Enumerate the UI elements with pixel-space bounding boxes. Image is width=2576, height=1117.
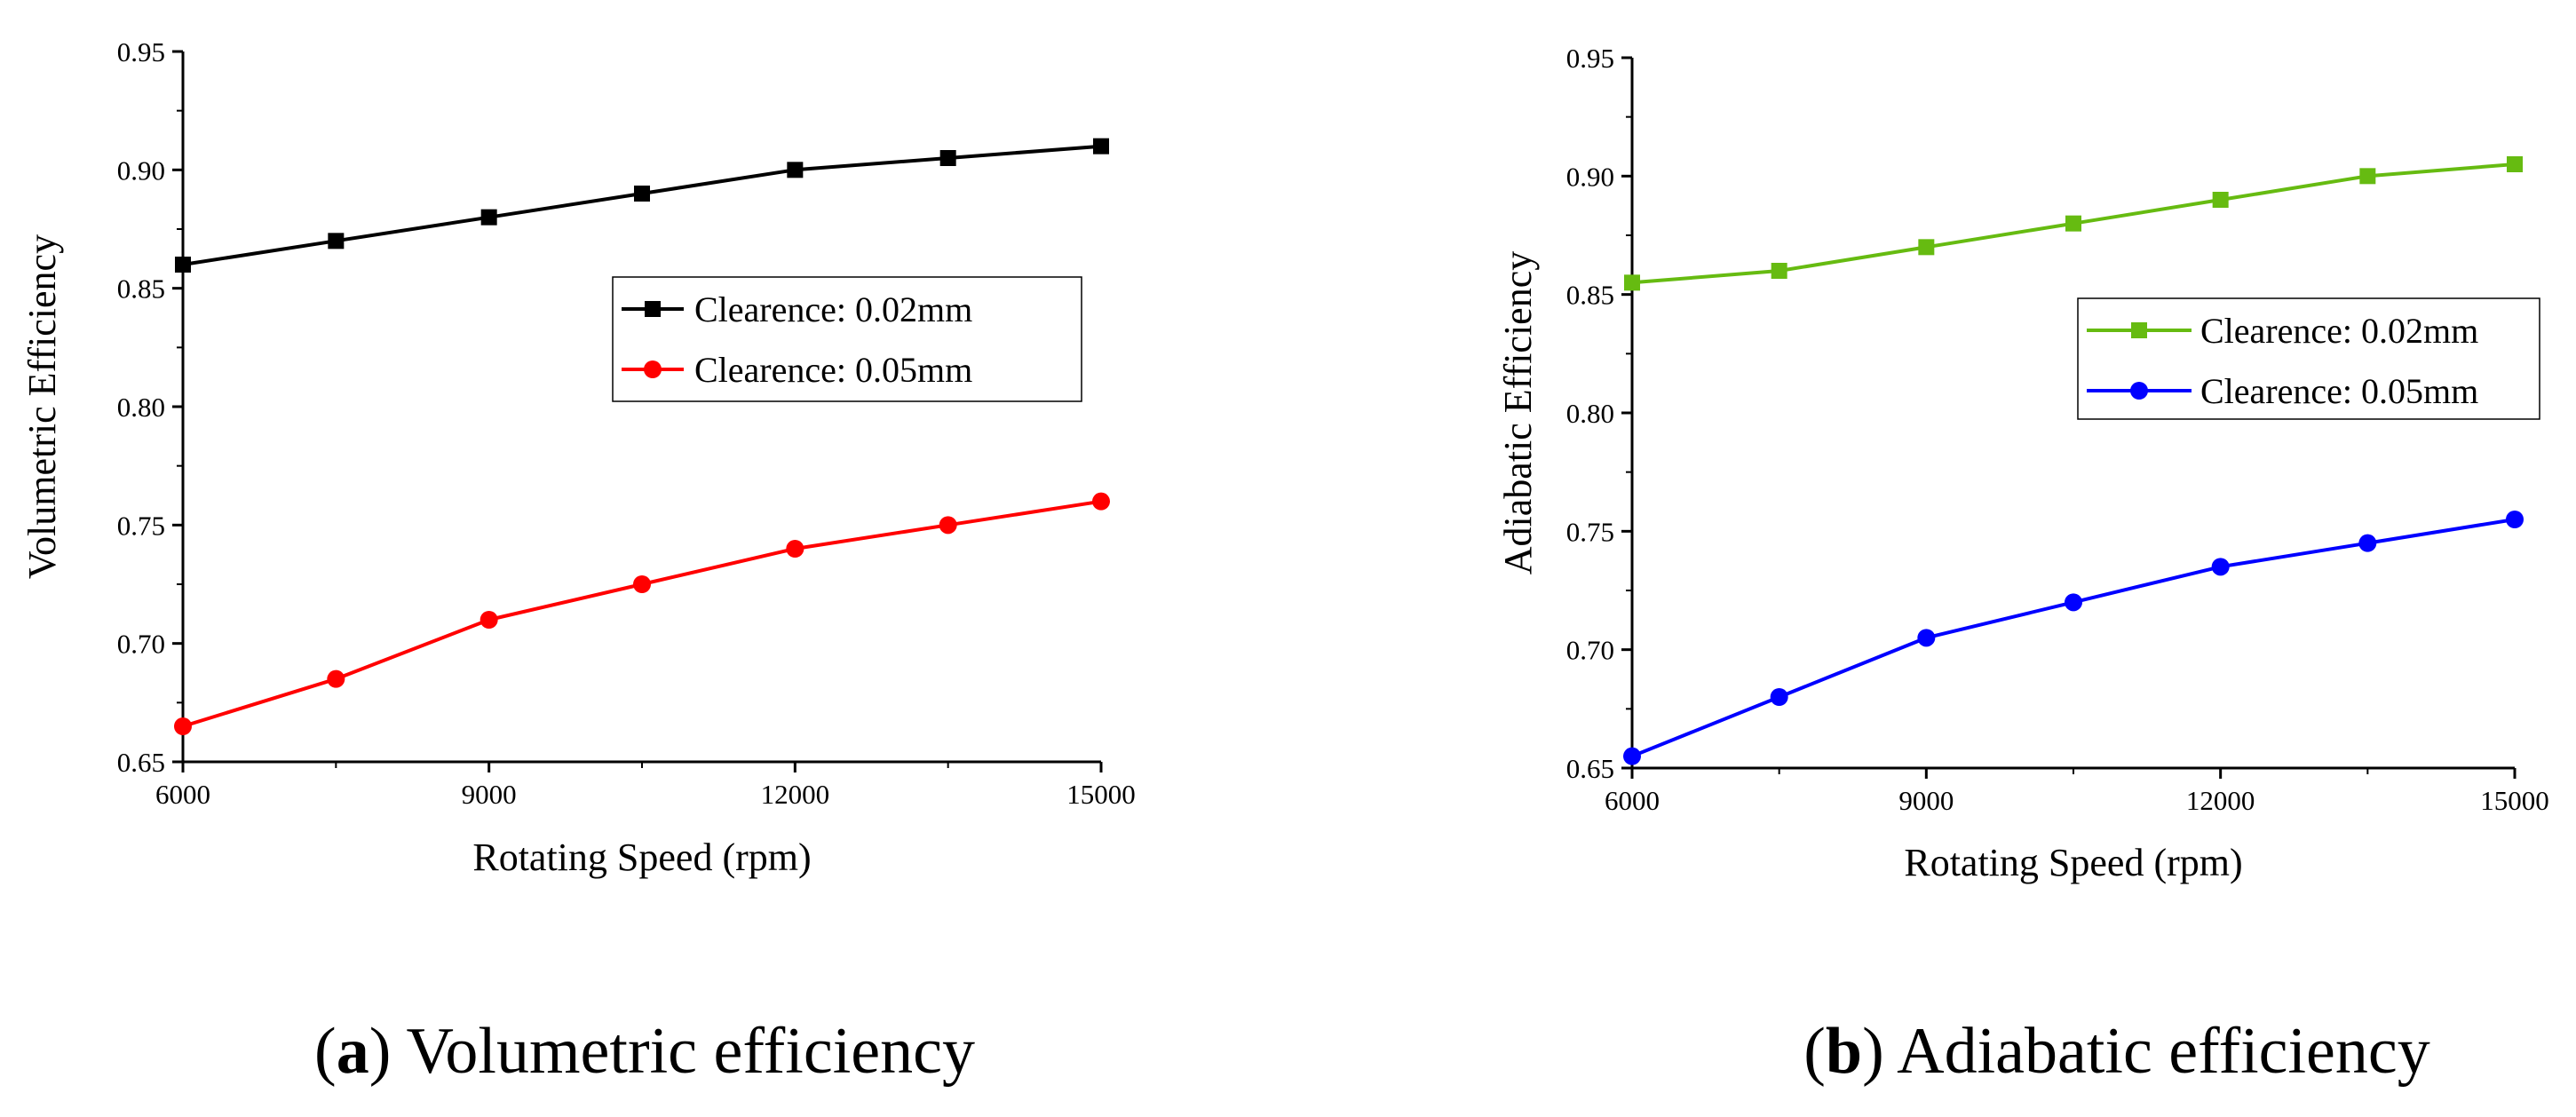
panel-b-legend: Clearence: 0.02mm Clearence: 0.05mm [2077, 297, 2540, 420]
panel-b-x-axis-label: Rotating Speed (rpm) [1904, 841, 2242, 884]
panel-a-caption-letter: a [337, 1015, 369, 1088]
panel-a: 0.65 0.70 0.75 0.80 0.85 0.90 0.95 6000 9000 120… [20, 36, 1136, 1088]
panel-b-y-tick-label: 0.95 [1566, 43, 1614, 74]
panel-a-y-tick-label: 0.80 [117, 392, 165, 423]
panel-a-y-ticks: 0.65 0.70 0.75 0.80 0.85 0.90 0.95 [117, 36, 183, 778]
panel-a-x-ticks: 6000 9000 12000 15000 [155, 762, 1136, 810]
panel-b-x-tick-label: 9000 [1898, 785, 1954, 816]
panel-b-x-tick-label: 15000 [2480, 785, 2549, 816]
panel-b-y-ticks: 0.65 0.70 0.75 0.80 0.85 0.90 0.95 [1566, 43, 1632, 784]
panel-b-series-2-point [1917, 629, 1936, 647]
panel-a-series-1-point [1093, 138, 1109, 154]
panel-b-series-2-line [1631, 518, 2516, 758]
panel-a-y-axis-label: Volumetric Efficiency [20, 234, 64, 579]
panel-b-series-1-point [2212, 192, 2229, 208]
panel-b-y-tick-label: 0.85 [1566, 280, 1614, 311]
panel-a-series-1-point [787, 162, 804, 178]
panel-a-series-2-point [786, 540, 805, 558]
panel-a-y-tick-label: 0.65 [117, 747, 165, 778]
panel-a-series-1-line [182, 144, 1102, 266]
panel-a-y-tick-label: 0.95 [117, 36, 165, 67]
panel-a-series-2-point [1092, 492, 1110, 511]
panel-b-series-1-point [1918, 239, 1935, 256]
panel-b-legend-label-2: Clearence: 0.05mm [2200, 371, 2478, 411]
panel-a-caption-text: Volumetric efficiency [391, 1015, 975, 1088]
panel-a-legend-label-2: Clearence: 0.05mm [694, 350, 972, 390]
panel-b-series-1-point [2065, 215, 2081, 232]
panel-b-series-layer [1623, 156, 2524, 765]
panel-a-series-2-point [633, 575, 651, 593]
panel-b-y-tick-label: 0.75 [1566, 516, 1614, 547]
panel-b-x-tick-label: 12000 [2186, 785, 2255, 816]
panel-b-y-tick-label: 0.70 [1566, 635, 1614, 666]
panel-b-series-1-point [1771, 263, 1787, 279]
panel-a-series-2-line [182, 499, 1102, 728]
panel-b-y-tick-label: 0.90 [1566, 161, 1614, 192]
panel-a-x-tick-label: 12000 [761, 779, 830, 810]
panel-a-y-tick-label: 0.70 [117, 629, 165, 660]
panel-b-legend-label-1: Clearence: 0.02mm [2200, 311, 2478, 351]
panel-a-y-tick-label: 0.75 [117, 510, 165, 541]
panel-b-series-2-point [1770, 688, 1788, 706]
panel-b-legend-marker-1 [2131, 322, 2147, 338]
panel-b-series-1-point [1624, 274, 1640, 291]
panel-b-x-ticks: 6000 9000 12000 15000 [1605, 768, 2549, 816]
panel-a-series-layer [174, 138, 1110, 735]
panel-a-legend-marker-2 [644, 360, 662, 378]
panel-b-y-tick-label: 0.65 [1566, 753, 1614, 784]
panel-a-series-1-point [480, 209, 497, 226]
panel-b-series-2-point [2358, 534, 2377, 552]
panel-a-x-tick-label: 9000 [462, 779, 517, 810]
panel-b-y-axis-label: Adiabatic Efficiency [1496, 251, 1540, 574]
panel-a-legend-marker-1 [645, 301, 661, 317]
panel-a-legend: Clearence: 0.02mm Clearence: 0.05mm [612, 276, 1082, 402]
panel-a-series-1-point [175, 257, 191, 273]
panel-b-series-2-point [2065, 593, 2082, 612]
panel-a-series-1-point [939, 150, 956, 166]
panel-b: 0.65 0.70 0.75 0.80 0.85 0.90 0.95 6000 9000 120… [1496, 43, 2549, 1088]
panel-b-legend-marker-2 [2130, 382, 2148, 400]
panel-b-series-2-point [2211, 558, 2230, 576]
panel-b-series-1-point [2507, 156, 2523, 172]
panel-b-y-tick-label: 0.80 [1566, 398, 1614, 429]
panel-b-x-tick-label: 6000 [1605, 785, 1660, 816]
panel-b-caption-letter: b [1826, 1015, 1862, 1088]
panel-a-y-tick-label: 0.85 [117, 273, 165, 305]
panel-a-x-tick-label: 15000 [1066, 779, 1136, 810]
panel-a-caption: (a) Volumetric efficiency [314, 1015, 975, 1088]
panel-a-series-2-point [480, 611, 498, 629]
panel-a-legend-label-1: Clearence: 0.02mm [694, 289, 972, 329]
panel-a-series-1-point [328, 233, 345, 250]
panel-b-series-2-point [1623, 747, 1641, 765]
panel-a-series-2-point [327, 669, 345, 688]
panel-a-y-tick-label: 0.90 [117, 154, 165, 186]
panel-a-x-tick-label: 6000 [155, 779, 210, 810]
panel-a-x-axis-label: Rotating Speed (rpm) [472, 836, 811, 879]
panel-b-legend-box [2077, 297, 2540, 420]
panel-a-series-1-point [634, 186, 650, 202]
panel-b-caption-text: Adiabatic efficiency [1884, 1015, 2430, 1088]
panel-b-series-1-point [2359, 168, 2376, 185]
panel-b-caption: (b) Adiabatic efficiency [1803, 1015, 2430, 1088]
panel-b-series-2-point [2506, 511, 2524, 528]
panel-a-series-2-point [939, 516, 957, 535]
panel-a-legend-box [612, 276, 1082, 402]
panel-a-series-2-point [174, 717, 192, 735]
